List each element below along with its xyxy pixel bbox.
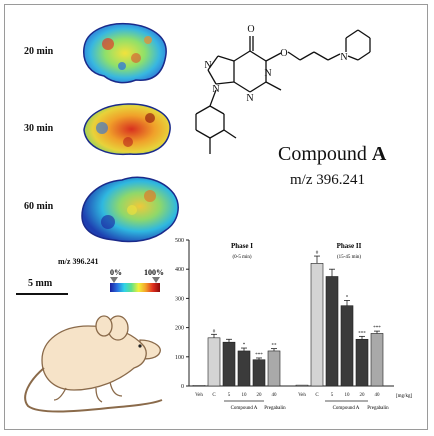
phase2-significance-mark: *: [346, 295, 349, 300]
phase2-significance-mark: #: [316, 251, 319, 256]
phase2-group-compound: Compound A: [333, 406, 360, 411]
brain-image-30min: [83, 103, 171, 156]
phase1-category-label: C: [212, 393, 216, 398]
phase1-category-label: 20: [257, 393, 263, 398]
y-tick-label: 100: [175, 355, 184, 361]
atom-n-pyrazole-2: N: [212, 84, 219, 95]
phase1-significance-mark: **: [272, 344, 278, 349]
phase2-category-label: 40: [375, 393, 381, 398]
phase1-bar: [207, 337, 221, 387]
phase1-bar: [237, 350, 251, 387]
brain-image-20min: [83, 22, 167, 84]
phase1-category-label: 40: [272, 393, 278, 398]
colorbar-markers: [110, 277, 160, 283]
phase2-bar: [310, 263, 324, 387]
atom-n7: N: [246, 93, 253, 104]
y-tick-label: 0: [181, 384, 184, 390]
colorbar-max-label: 100%: [144, 268, 164, 277]
y-tick-label: 300: [175, 296, 184, 302]
phase2-bar: [340, 305, 354, 387]
phase1-significance-mark: #: [213, 329, 216, 334]
phase2-category-label: C: [315, 393, 319, 398]
phase1-bar: [222, 341, 236, 387]
phase1-bar: [192, 385, 206, 387]
atom-n-pyrazole-1: N: [204, 60, 211, 71]
phase2-significance-mark: ***: [358, 331, 366, 336]
phase2-subtitle: (15-45 min): [337, 255, 361, 260]
time-label-20: 20 min: [24, 46, 54, 57]
compound-title: Compound A: [278, 143, 386, 166]
phase1-title: Phase I: [231, 242, 253, 250]
y-tick-label: 400: [175, 267, 184, 273]
y-tick-label: 200: [175, 326, 184, 332]
phase1-category-label: 10: [242, 393, 248, 398]
phase2-group-pregabalin: Pregabalin: [367, 406, 389, 411]
bar-chart: 0 100 200 300 400 500 Veh # C 5 * 10 *** 20 ** 40 Veh # C…: [175, 238, 412, 411]
phase1-significance-mark: *: [243, 343, 246, 348]
phase1-bar: [267, 350, 281, 387]
phase1-category-label: 5: [228, 393, 231, 398]
phase1-group-pregabalin: Pregabalin: [264, 406, 286, 411]
phase2-significance-mark: ***: [373, 326, 381, 331]
phase2-bar: [355, 338, 369, 387]
time-label-60: 60 min: [24, 201, 54, 212]
compound-mz: m/z 396.241: [290, 172, 365, 188]
imaging-mz-label: m/z 396.241: [58, 257, 99, 266]
compound-name: Compound: [278, 143, 372, 165]
time-label-30: 30 min: [24, 123, 54, 134]
phase2-title: Phase II: [337, 242, 362, 250]
phase2-bar: [370, 333, 384, 387]
scale-bar-label: 5 mm: [28, 278, 53, 289]
phase1-significance-mark: ***: [255, 353, 263, 358]
phase1-subtitle: (0-5 min): [232, 255, 251, 260]
figure-frame: [4, 4, 428, 430]
phase1-group-compound: Compound A: [231, 406, 258, 411]
atom-o-carbonyl: O: [247, 24, 254, 35]
scale-bar: [16, 293, 68, 295]
chemical-structure: O N O N N N N: [195, 24, 371, 154]
atom-o-ether: O: [280, 48, 287, 59]
compound-letter: A: [371, 143, 387, 165]
phase2-bar: [295, 384, 309, 387]
phase2-category-label: 5: [331, 393, 334, 398]
colorbar-min-label: 0%: [110, 268, 122, 277]
colorbar: [110, 283, 160, 292]
phase2-category-label: 20: [360, 393, 366, 398]
atom-n-piperidine: N: [340, 52, 347, 63]
mouse-illustration: [24, 315, 163, 413]
atom-n5: N: [264, 68, 271, 79]
phase1-bar: [252, 359, 266, 387]
y-tick-label: 500: [175, 238, 184, 244]
phase2-category-label: Veh: [298, 393, 306, 398]
dose-unit-label: [mg/kg]: [396, 394, 412, 399]
phase1-category-label: Veh: [195, 393, 203, 398]
phase2-bar: [325, 276, 339, 387]
phase2-category-label: 10: [345, 393, 351, 398]
brain-image-60min: [81, 176, 179, 243]
